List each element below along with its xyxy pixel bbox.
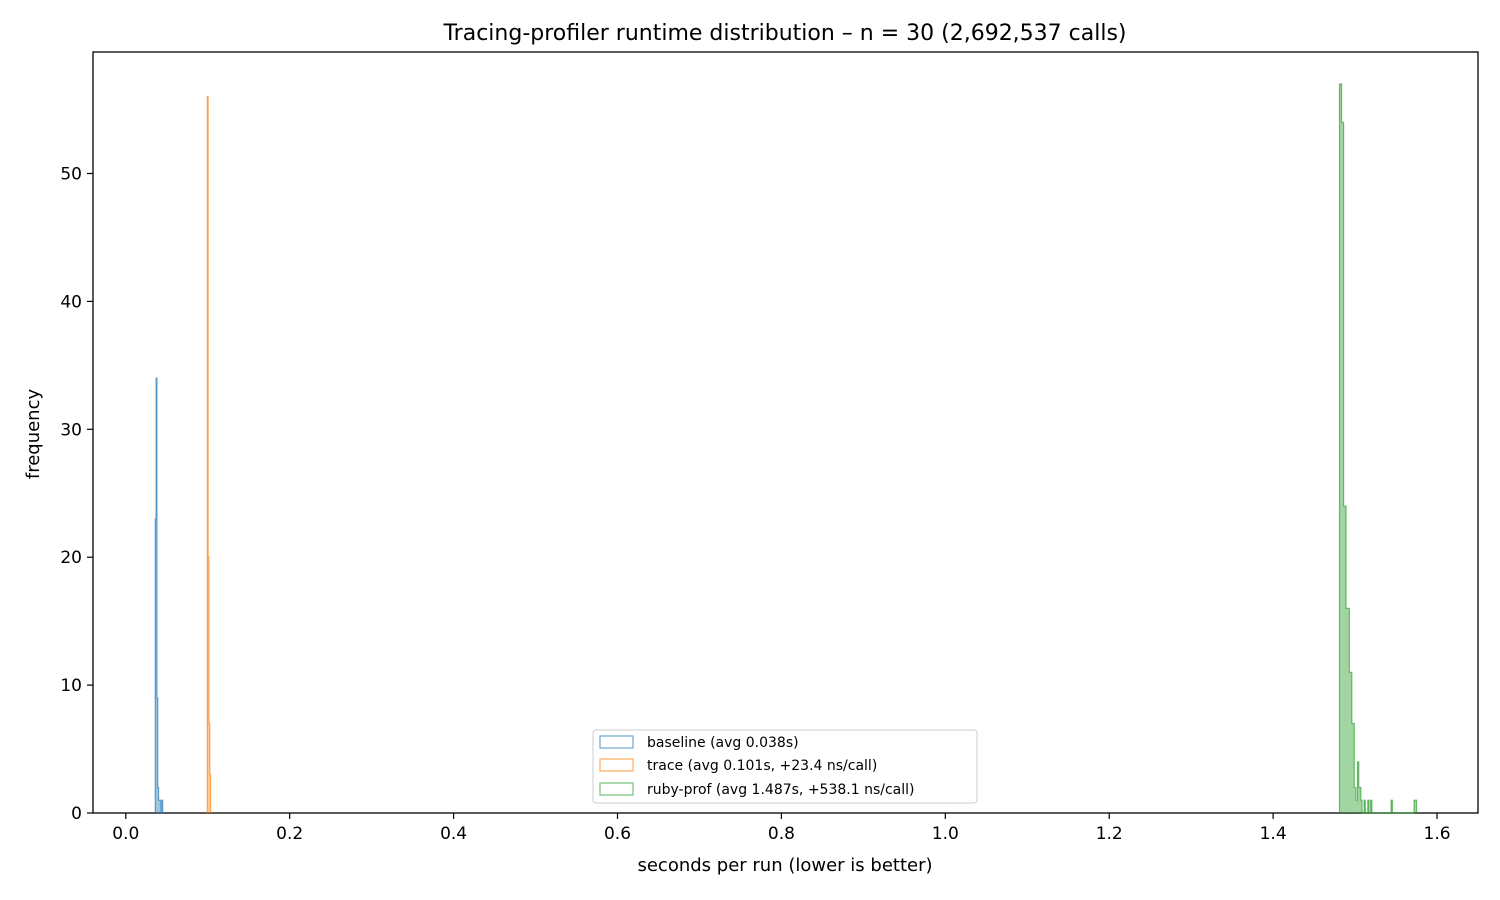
histogram-bar: [1357, 761, 1359, 813]
histogram-bar: [1358, 787, 1361, 813]
series-1: [206, 96, 212, 813]
x-tick-label: 1.2: [1096, 824, 1123, 844]
legend-swatch-ruby-prof: [599, 782, 634, 796]
series-layer: [154, 83, 1418, 814]
y-axis-ticks: 0 10 20 30 40 50: [60, 165, 93, 824]
legend-entry-baseline: baseline (avg 0.038s): [599, 735, 799, 751]
histogram-outline: [206, 96, 212, 813]
legend-label-baseline: baseline (avg 0.038s): [647, 735, 799, 751]
histogram-bar: [1355, 800, 1358, 813]
x-tick-label: 1.4: [1260, 824, 1287, 844]
y-axis-label: frequency: [23, 389, 44, 480]
histogram-bar: [1354, 787, 1356, 813]
y-tick-label: 40: [60, 292, 82, 312]
legend-frame: [592, 729, 978, 804]
histogram-bar: [1360, 800, 1363, 813]
histogram-outline: [1338, 83, 1418, 814]
x-tick-label: 0.8: [768, 824, 795, 844]
legend: baseline (avg 0.038s) trace (avg 0.101s,…: [592, 729, 978, 804]
axes-frame: [92, 51, 1479, 814]
x-tick-label: 1.6: [1424, 824, 1451, 844]
x-axis-label: seconds per run (lower is better): [637, 855, 932, 876]
histogram-bar: [1343, 506, 1347, 813]
histogram-bar: [1370, 800, 1372, 813]
x-tick-label: 0.2: [276, 824, 303, 844]
legend-entry-ruby-prof: ruby-prof (avg 1.487s, +538.1 ns/call): [599, 782, 914, 798]
legend-label-trace: trace (avg 0.101s, +23.4 ns/call): [647, 758, 877, 774]
histogram-bar: [159, 800, 161, 813]
legend-swatch-trace: [599, 758, 634, 772]
series-0: [154, 377, 164, 814]
histogram-bar: [1391, 800, 1393, 813]
series-2: [1338, 83, 1418, 814]
x-tick-label: 0.0: [112, 824, 139, 844]
legend-entry-trace: trace (avg 0.101s, +23.4 ns/call): [599, 758, 877, 774]
x-tick-label: 0.4: [440, 824, 467, 844]
histogram-bar: [1367, 800, 1370, 813]
y-tick-label: 50: [60, 165, 82, 185]
y-tick-label: 10: [60, 676, 82, 696]
x-tick-label: 0.6: [604, 824, 631, 844]
legend-label-ruby-prof: ruby-prof (avg 1.487s, +538.1 ns/call): [647, 782, 914, 798]
histogram-bar: [158, 800, 160, 813]
y-tick-label: 30: [60, 420, 82, 440]
histogram-bar: [1346, 608, 1350, 813]
histogram-bar: [1415, 800, 1417, 813]
x-tick-label: 1.0: [932, 824, 959, 844]
x-axis-ticks: 0.0 0.2 0.4 0.6 0.8 1.0 1.2 1.4 1.6: [112, 813, 1451, 844]
histogram-bar: [1341, 122, 1344, 813]
histogram-bar: [1364, 800, 1366, 813]
histogram-bar: [1339, 83, 1342, 813]
y-tick-label: 0: [71, 804, 82, 824]
histogram-bar: [1414, 800, 1416, 813]
histogram-outline: [154, 377, 164, 814]
y-tick-label: 20: [60, 548, 82, 568]
chart-title: Tracing-profiler runtime distribution – …: [442, 21, 1126, 46]
histogram-bar: [1351, 723, 1355, 813]
legend-swatch-baseline: [599, 735, 634, 749]
histogram-bar: [1349, 672, 1352, 813]
plot-area: 0.0 0.2 0.4 0.6 0.8 1.0 1.2 1.4 1.6 0 10 20 30 40 50: [60, 51, 1479, 844]
